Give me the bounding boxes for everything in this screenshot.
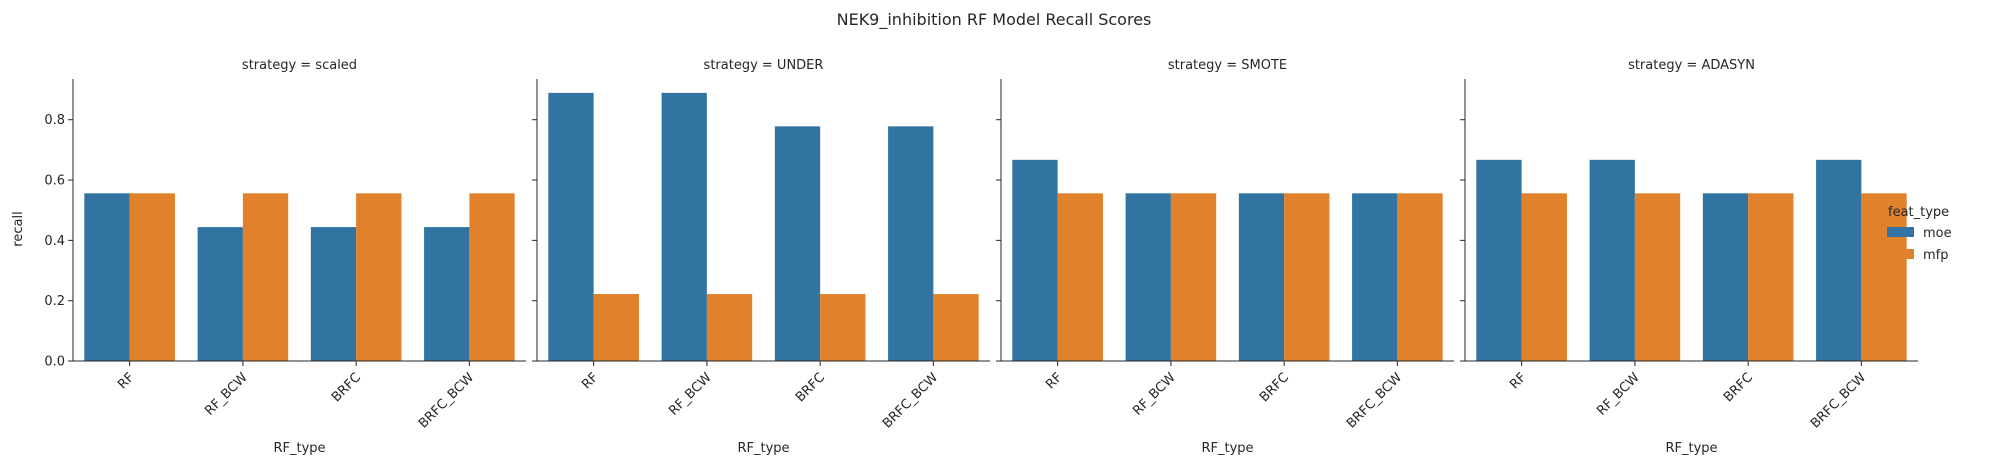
bar-moe-rf-bcw xyxy=(197,227,243,361)
bar-mfp-brfc-bcw xyxy=(469,193,515,361)
bar-mfp-rf xyxy=(129,193,175,361)
bar-mfp-rf-bcw xyxy=(1170,193,1217,361)
bar-moe-brfc xyxy=(774,126,821,361)
x-tick-label: RF xyxy=(579,370,601,392)
facet-panel-4: strategy = ADASYN RF RF_BCW BRFC BRFC_BCW RF_… xyxy=(1460,58,1918,456)
legend-label-mfp: mfp xyxy=(1923,248,1949,263)
bar-mfp-rf xyxy=(1057,193,1103,361)
bar-mfp-brfc-bcw xyxy=(1397,193,1443,361)
bar-mfp-brfc xyxy=(820,294,866,361)
x-tick-label: BRFC xyxy=(329,370,364,405)
x-tick-label: RF_BCW xyxy=(1130,370,1179,419)
bar-moe-brfc-bcw xyxy=(888,126,934,361)
x-tick-label: BRFC_BCW xyxy=(1808,370,1869,431)
bar-moe-brfc-bcw xyxy=(1816,159,1862,361)
bar-mfp-brfc xyxy=(1748,193,1794,361)
y-tick-label: 0.0 xyxy=(44,355,65,370)
x-axis-label: RF_type xyxy=(1201,441,1253,456)
x-tick-label: BRFC xyxy=(793,370,828,405)
y-tick-label: 0.2 xyxy=(44,294,65,309)
y-tick-label: 0.4 xyxy=(44,234,65,249)
facet-title: strategy = scaled xyxy=(242,58,357,73)
x-axis-label: RF_type xyxy=(273,441,325,456)
bar-moe-rf xyxy=(1476,159,1522,361)
facet-title: strategy = SMOTE xyxy=(1168,58,1287,73)
x-tick-label: RF xyxy=(115,370,137,392)
legend-swatch-mfp xyxy=(1887,249,1914,259)
bar-moe-rf xyxy=(548,92,594,362)
x-tick-label: BRFC xyxy=(1721,370,1756,405)
x-tick-label: RF_BCW xyxy=(202,370,251,419)
bar-mfp-rf xyxy=(1521,193,1567,361)
legend-swatch-moe xyxy=(1887,227,1914,237)
bar-moe-rf-bcw xyxy=(1589,159,1635,361)
x-tick-label: RF xyxy=(1043,370,1065,392)
bar-mfp-brfc-bcw xyxy=(933,294,979,361)
bar-mfp-brfc-bcw xyxy=(1861,193,1907,361)
bar-moe-rf-bcw xyxy=(1125,193,1171,361)
bar-mfp-rf xyxy=(593,294,639,361)
facet-panel-1: strategy = scaled 0.0 0.2 0.4 0.6 0.8 RF RF_BCW… xyxy=(44,58,526,456)
facet-panel-2: strategy = UNDER RF RF_BCW BRFC BRFC_BCW RF_t… xyxy=(532,58,990,456)
bar-mfp-brfc xyxy=(1284,193,1330,361)
bar-moe-brfc xyxy=(310,227,357,361)
bar-moe-rf xyxy=(84,193,130,361)
x-tick-label: RF xyxy=(1507,370,1529,392)
bar-moe-rf-bcw xyxy=(661,92,707,362)
y-tick-label: 0.6 xyxy=(44,174,65,189)
x-axis-label: RF_type xyxy=(1665,441,1717,456)
bar-moe-brfc-bcw xyxy=(1352,193,1398,361)
x-tick-label: RF_BCW xyxy=(666,370,715,419)
bar-mfp-rf-bcw xyxy=(1634,193,1681,361)
bar-moe-rf xyxy=(1012,159,1058,361)
bar-mfp-brfc xyxy=(356,193,402,361)
bar-moe-brfc-bcw xyxy=(424,227,470,361)
legend-label-moe: moe xyxy=(1923,226,1952,241)
x-tick-label: BRFC xyxy=(1257,370,1292,405)
x-tick-label: BRFC_BCW xyxy=(880,370,941,431)
bar-mfp-rf-bcw xyxy=(706,294,753,361)
bar-moe-brfc xyxy=(1238,193,1285,361)
x-tick-label: BRFC_BCW xyxy=(1344,370,1405,431)
x-tick-label: BRFC_BCW xyxy=(416,370,477,431)
bar-mfp-rf-bcw xyxy=(242,193,289,361)
x-axis-label: RF_type xyxy=(737,441,789,456)
y-axis-label: recall xyxy=(11,211,26,246)
facet-panel-3: strategy = SMOTE RF RF_BCW BRFC BRFC_BCW RF_t… xyxy=(996,58,1454,456)
facet-title: strategy = ADASYN xyxy=(1628,58,1755,73)
bar-moe-brfc xyxy=(1702,193,1749,361)
chart-title: NEK9_inhibition RF Model Recall Scores xyxy=(837,10,1152,30)
facet-title: strategy = UNDER xyxy=(704,58,824,73)
y-tick-label: 0.8 xyxy=(44,113,65,128)
legend-title: feat_type xyxy=(1888,205,1949,220)
x-tick-label: RF_BCW xyxy=(1594,370,1643,419)
